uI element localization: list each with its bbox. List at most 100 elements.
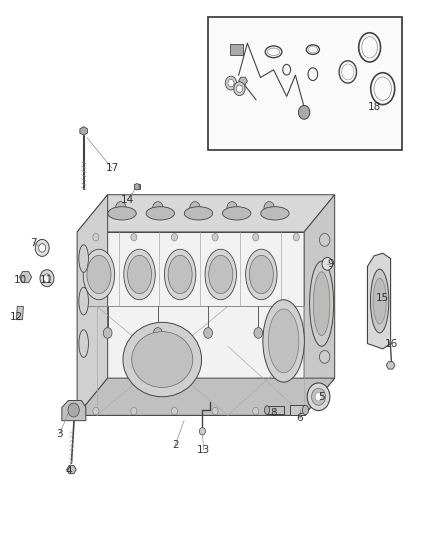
Ellipse shape [79, 330, 88, 358]
Circle shape [39, 244, 46, 252]
Text: 14: 14 [121, 195, 134, 205]
Circle shape [43, 274, 50, 282]
Circle shape [234, 82, 245, 95]
Ellipse shape [79, 287, 88, 315]
Ellipse shape [261, 207, 289, 220]
Polygon shape [239, 77, 247, 85]
Polygon shape [230, 44, 243, 55]
Text: 4: 4 [65, 466, 72, 476]
Ellipse shape [83, 249, 115, 300]
Ellipse shape [313, 272, 330, 336]
Ellipse shape [108, 207, 136, 220]
Circle shape [116, 201, 126, 214]
Circle shape [254, 328, 263, 338]
Polygon shape [290, 405, 305, 415]
Circle shape [204, 328, 212, 338]
Ellipse shape [373, 278, 386, 324]
Text: 18: 18 [367, 102, 381, 112]
Text: 2: 2 [172, 440, 179, 450]
Ellipse shape [123, 322, 201, 397]
Circle shape [253, 233, 259, 241]
Ellipse shape [249, 255, 273, 294]
Circle shape [40, 270, 54, 287]
Ellipse shape [371, 269, 389, 333]
Circle shape [212, 233, 218, 241]
Polygon shape [62, 400, 86, 421]
Ellipse shape [302, 405, 308, 415]
Ellipse shape [146, 207, 174, 220]
Text: 8: 8 [270, 408, 277, 418]
Polygon shape [367, 253, 391, 349]
Ellipse shape [87, 255, 111, 294]
Circle shape [237, 85, 243, 92]
Ellipse shape [168, 255, 192, 294]
Circle shape [307, 383, 330, 410]
Polygon shape [134, 184, 141, 189]
Ellipse shape [127, 255, 152, 294]
Circle shape [171, 233, 177, 241]
Polygon shape [19, 272, 32, 282]
Text: 12: 12 [9, 312, 23, 322]
Circle shape [322, 257, 332, 270]
Ellipse shape [263, 300, 304, 382]
Circle shape [131, 407, 137, 415]
Ellipse shape [184, 207, 213, 220]
Polygon shape [77, 195, 108, 415]
Ellipse shape [164, 249, 196, 300]
Text: 5: 5 [318, 392, 325, 402]
Polygon shape [304, 195, 335, 415]
Circle shape [315, 392, 322, 401]
Polygon shape [77, 195, 335, 232]
Circle shape [264, 201, 275, 214]
Bar [208, 17, 403, 150]
Ellipse shape [124, 249, 155, 300]
Polygon shape [16, 306, 23, 320]
Circle shape [103, 328, 112, 338]
Circle shape [199, 427, 205, 435]
Polygon shape [77, 378, 335, 415]
Circle shape [298, 106, 310, 119]
Text: 10: 10 [14, 275, 27, 285]
Text: 13: 13 [197, 445, 210, 455]
Circle shape [68, 403, 79, 417]
Ellipse shape [223, 207, 251, 220]
Polygon shape [77, 232, 304, 415]
Circle shape [152, 201, 163, 214]
Circle shape [253, 407, 259, 415]
Polygon shape [386, 362, 395, 369]
Circle shape [131, 233, 137, 241]
Circle shape [293, 407, 299, 415]
Circle shape [171, 407, 177, 415]
Text: 9: 9 [327, 259, 334, 269]
Text: 7: 7 [30, 238, 37, 247]
Ellipse shape [79, 245, 88, 272]
Text: 17: 17 [106, 163, 119, 173]
Circle shape [319, 233, 330, 246]
Ellipse shape [265, 406, 270, 414]
Circle shape [225, 76, 237, 90]
Circle shape [93, 233, 99, 241]
Ellipse shape [209, 255, 233, 294]
Ellipse shape [205, 249, 237, 300]
Ellipse shape [268, 309, 299, 373]
Text: 15: 15 [376, 293, 389, 303]
Circle shape [153, 328, 162, 338]
Polygon shape [67, 465, 76, 474]
Circle shape [190, 201, 200, 214]
Text: 6: 6 [297, 413, 303, 423]
Ellipse shape [132, 332, 193, 387]
Text: 16: 16 [385, 338, 398, 349]
Polygon shape [80, 127, 88, 135]
Text: 3: 3 [57, 429, 63, 439]
Circle shape [227, 201, 237, 214]
Ellipse shape [310, 261, 334, 346]
Circle shape [35, 239, 49, 256]
Circle shape [228, 79, 234, 87]
Circle shape [212, 407, 218, 415]
Ellipse shape [246, 249, 277, 300]
Circle shape [311, 388, 325, 405]
Circle shape [93, 407, 99, 415]
Polygon shape [267, 406, 284, 414]
Text: 11: 11 [40, 275, 53, 285]
Circle shape [319, 351, 330, 364]
